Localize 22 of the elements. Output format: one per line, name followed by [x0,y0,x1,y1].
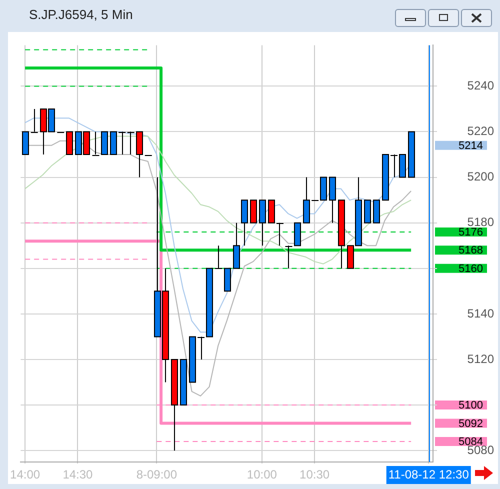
x-tick-label: 10:30 [300,468,330,482]
candlestick [214,245,223,269]
y2-tick-label: 5100 [458,400,483,412]
x-tick-label: 11-08-12 12:30 [388,468,470,482]
y-tick-label: 5120 [467,352,494,366]
candlestick [30,108,38,133]
y2-tick-label: 5160 [458,262,483,275]
x-tick-label: 8-09:00 [136,468,178,482]
y-tick-label: 5220 [467,124,494,138]
x-tick-label: 10:00 [246,468,278,482]
candlestick [284,245,293,269]
y-tick-label: 5240 [467,78,494,93]
y2-tick-label: 5092 [458,418,483,430]
y-tick-label: 5140 [467,306,494,320]
y-tick-label: 5200 [467,170,494,184]
y2-tick-label: 5168 [458,244,483,257]
chart-title: S.JP.J6594, 5 Min [29,7,133,22]
x-tick-label: 14:30 [62,468,94,482]
y2-tick-label: 5176 [458,226,483,238]
candlestick [92,131,100,156]
y2-tick-label: 5214 [458,140,483,152]
x-tick-label: 14:00 [10,468,40,482]
